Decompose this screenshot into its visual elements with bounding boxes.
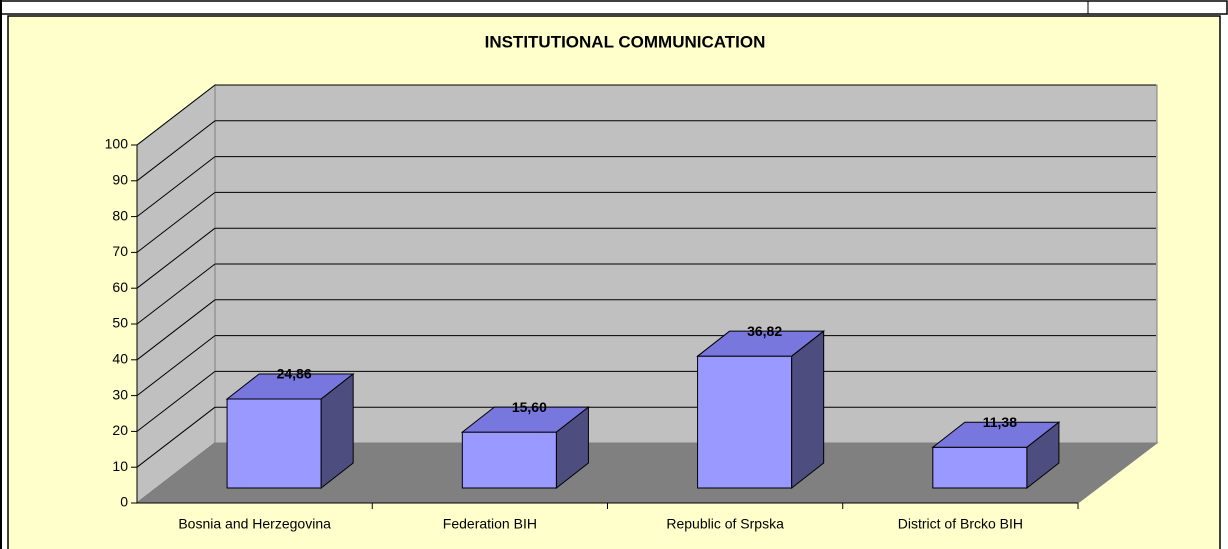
chart-title: INSTITUTIONAL COMMUNICATION bbox=[485, 32, 766, 51]
grid-line-side bbox=[136, 84, 216, 146]
value-label: 11,38 bbox=[983, 414, 1017, 430]
bar-front bbox=[226, 398, 322, 489]
x-tick-label: Federation BIH bbox=[443, 516, 537, 532]
bar-front bbox=[932, 446, 1028, 489]
x-tick-label: District of Brcko BIH bbox=[898, 516, 1023, 532]
y-tick-label: 70 bbox=[112, 243, 128, 259]
y-tick-label: 40 bbox=[112, 351, 128, 367]
bar-front bbox=[697, 355, 793, 489]
y-tick-label: 80 bbox=[112, 207, 128, 223]
bar-side bbox=[791, 330, 825, 490]
grid-line-side bbox=[136, 406, 216, 468]
table-row bbox=[0, 0, 1228, 15]
value-label: 36,82 bbox=[747, 323, 782, 339]
value-label: 15,60 bbox=[512, 399, 547, 415]
grid-line-side bbox=[136, 192, 216, 253]
y-tick-label: 30 bbox=[112, 386, 128, 402]
y-tick-label: 50 bbox=[112, 315, 128, 331]
bar-side bbox=[320, 372, 354, 490]
value-label: 24,86 bbox=[277, 366, 312, 382]
grid-line-side bbox=[136, 299, 216, 361]
y-tick-label: 10 bbox=[112, 458, 128, 474]
y-tick-label: 100 bbox=[105, 136, 129, 152]
x-tick-label: Republic of Srpska bbox=[666, 516, 784, 532]
bar-side bbox=[1026, 421, 1060, 490]
grid-line-side bbox=[136, 156, 216, 217]
grid-line-side bbox=[136, 227, 216, 289]
grid-line-side bbox=[136, 371, 216, 432]
bar-front bbox=[461, 431, 557, 489]
grid-line-side bbox=[136, 263, 216, 325]
x-tick-label: Bosnia and Herzegovina bbox=[178, 516, 331, 532]
bar-side bbox=[555, 406, 589, 490]
grid-line-side bbox=[136, 120, 216, 182]
grid-line-side bbox=[136, 335, 216, 396]
y-tick-label: 0 bbox=[120, 494, 128, 510]
y-tick-label: 90 bbox=[112, 172, 128, 188]
y-tick-label: 60 bbox=[112, 279, 128, 295]
y-tick-label: 20 bbox=[112, 422, 128, 438]
